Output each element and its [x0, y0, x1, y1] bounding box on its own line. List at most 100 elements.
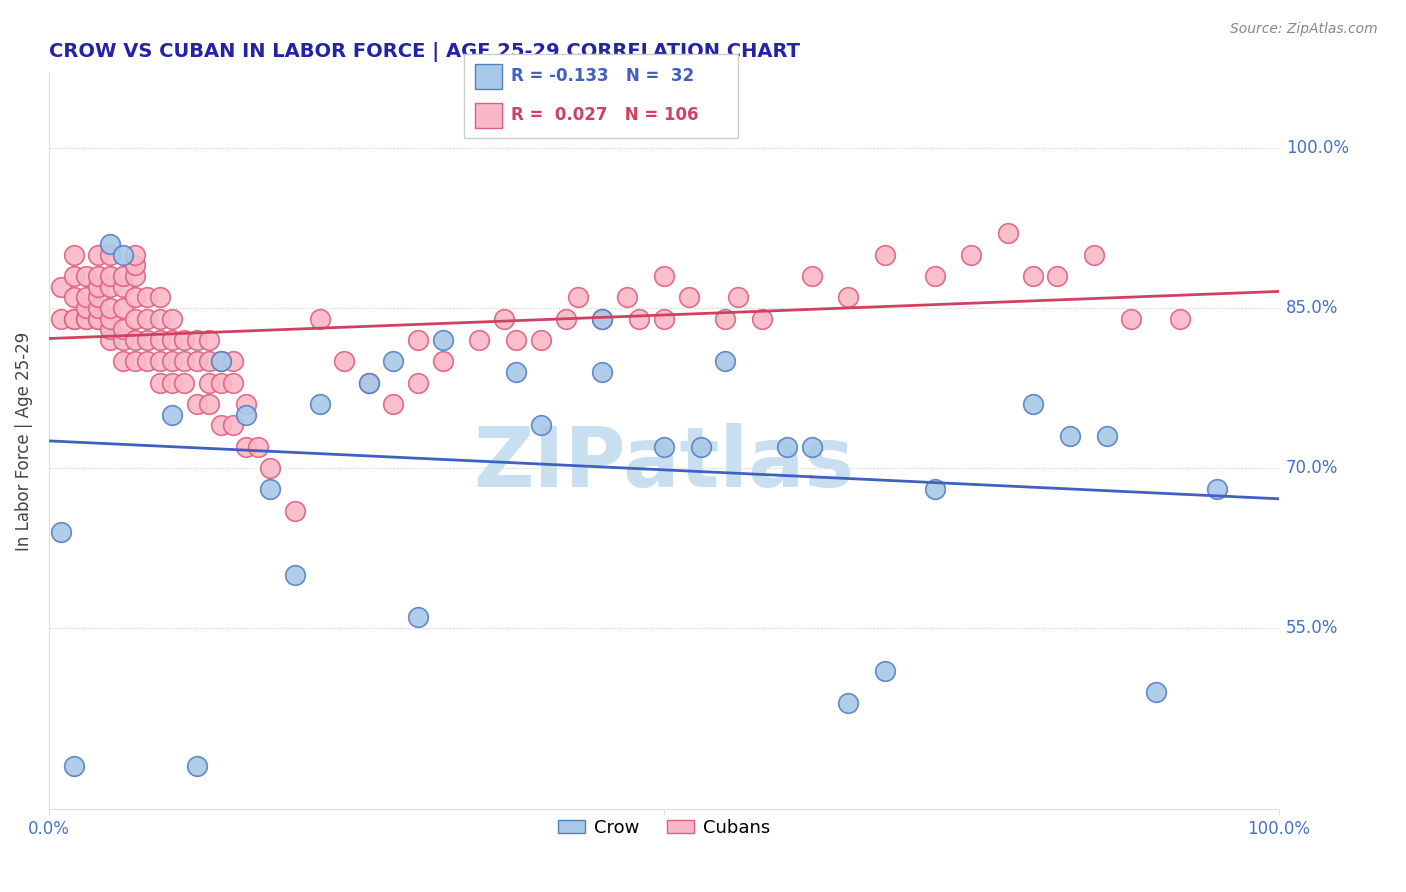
Text: 70.0%: 70.0%: [1286, 459, 1339, 477]
Point: [186, 759, 208, 773]
Point: [1083, 248, 1105, 262]
Point: [222, 354, 245, 368]
Point: [406, 610, 429, 624]
Text: ZIPatlas: ZIPatlas: [474, 423, 855, 504]
Point: [186, 354, 208, 368]
Point: [149, 354, 172, 368]
Point: [62, 248, 84, 262]
Point: [235, 408, 257, 422]
Point: [87, 311, 110, 326]
Point: [62, 290, 84, 304]
Point: [1022, 268, 1045, 283]
Point: [136, 354, 159, 368]
Point: [149, 290, 172, 304]
Point: [222, 418, 245, 433]
Point: [960, 248, 983, 262]
Point: [111, 268, 134, 283]
Point: [689, 440, 711, 454]
Point: [173, 376, 195, 390]
Point: [1206, 483, 1229, 497]
Point: [75, 301, 97, 315]
Point: [1059, 429, 1081, 443]
FancyBboxPatch shape: [475, 103, 502, 128]
Point: [100, 333, 122, 347]
Point: [186, 397, 208, 411]
Point: [209, 376, 232, 390]
Point: [308, 311, 330, 326]
Point: [800, 440, 823, 454]
Point: [235, 440, 257, 454]
Point: [198, 397, 221, 411]
Point: [124, 290, 146, 304]
Point: [100, 248, 122, 262]
Point: [727, 290, 749, 304]
Text: CROW VS CUBAN IN LABOR FORCE | AGE 25-29 CORRELATION CHART: CROW VS CUBAN IN LABOR FORCE | AGE 25-29…: [49, 42, 800, 62]
Point: [124, 248, 146, 262]
Text: 100.0%: 100.0%: [1286, 139, 1348, 157]
Point: [100, 279, 122, 293]
Point: [111, 322, 134, 336]
Point: [87, 268, 110, 283]
Point: [652, 268, 675, 283]
Point: [382, 354, 405, 368]
Point: [198, 354, 221, 368]
Point: [382, 397, 405, 411]
Point: [124, 354, 146, 368]
Point: [714, 354, 737, 368]
Point: [198, 333, 221, 347]
Point: [75, 290, 97, 304]
Point: [357, 376, 380, 390]
Point: [124, 268, 146, 283]
Point: [100, 311, 122, 326]
Point: [924, 268, 946, 283]
Point: [505, 365, 527, 379]
Point: [51, 311, 73, 326]
Point: [62, 268, 84, 283]
Point: [247, 440, 270, 454]
Point: [136, 333, 159, 347]
Point: [160, 354, 183, 368]
Point: [1144, 685, 1167, 699]
Text: R =  0.027   N = 106: R = 0.027 N = 106: [510, 106, 699, 124]
Point: [652, 440, 675, 454]
Point: [432, 333, 454, 347]
Point: [997, 227, 1019, 241]
Point: [124, 333, 146, 347]
Point: [160, 333, 183, 347]
Point: [505, 333, 527, 347]
Point: [837, 290, 859, 304]
Point: [209, 354, 232, 368]
Point: [87, 279, 110, 293]
Point: [591, 365, 613, 379]
Point: [924, 483, 946, 497]
Point: [87, 301, 110, 315]
Text: 85.0%: 85.0%: [1286, 299, 1339, 317]
Point: [776, 440, 799, 454]
Point: [149, 333, 172, 347]
Point: [751, 311, 773, 326]
Point: [173, 354, 195, 368]
Text: R = -0.133   N =  32: R = -0.133 N = 32: [510, 68, 693, 86]
Point: [87, 290, 110, 304]
Point: [1022, 397, 1045, 411]
Point: [554, 311, 576, 326]
Point: [100, 268, 122, 283]
Point: [259, 461, 281, 475]
Point: [284, 503, 307, 517]
Point: [591, 311, 613, 326]
Point: [432, 354, 454, 368]
Point: [837, 696, 859, 710]
Point: [259, 483, 281, 497]
Point: [136, 311, 159, 326]
Point: [186, 333, 208, 347]
Point: [1095, 429, 1118, 443]
Point: [492, 311, 515, 326]
Point: [308, 397, 330, 411]
Legend: Crow, Cubans: Crow, Cubans: [551, 812, 778, 844]
Point: [357, 376, 380, 390]
Point: [222, 376, 245, 390]
Point: [714, 311, 737, 326]
Point: [124, 258, 146, 272]
Point: [87, 311, 110, 326]
Point: [284, 567, 307, 582]
